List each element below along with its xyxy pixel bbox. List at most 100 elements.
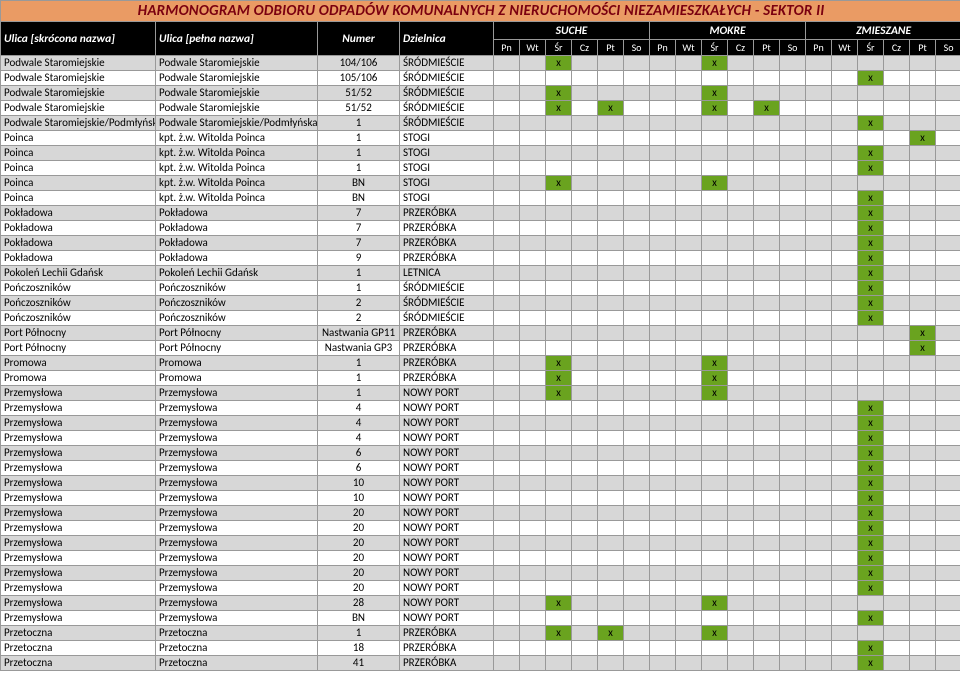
cell-day [676, 341, 702, 356]
cell-day [624, 251, 650, 266]
cell-day [832, 236, 858, 251]
cell-day [650, 341, 676, 356]
cell-day [702, 206, 728, 221]
cell-day [494, 521, 520, 536]
cell-day [806, 581, 832, 596]
cell-day [624, 551, 650, 566]
cell-district: ŚRÓDMIEŚCIE [400, 86, 494, 101]
cell-day [832, 431, 858, 446]
cell-day [884, 296, 910, 311]
cell-street-full: Podwale Staromiejskie [156, 71, 318, 86]
cell-day [572, 506, 598, 521]
cell-day [832, 131, 858, 146]
cell-street-short: Przemysłowa [1, 401, 156, 416]
cell-day [650, 566, 676, 581]
cell-day [754, 416, 780, 431]
cell-street-short: Pokładowa [1, 236, 156, 251]
cell-day: x [858, 566, 884, 581]
cell-day [598, 131, 624, 146]
cell-day [650, 386, 676, 401]
cell-day [546, 611, 572, 626]
cell-day [910, 101, 936, 116]
cell-day [806, 191, 832, 206]
cell-day [572, 176, 598, 191]
cell-day [494, 71, 520, 86]
cell-day [936, 551, 960, 566]
cell-day [676, 56, 702, 71]
cell-day [884, 506, 910, 521]
cell-street-short: Poinca [1, 176, 156, 191]
cell-district: NOWY PORT [400, 611, 494, 626]
cell-day [676, 551, 702, 566]
cell-day [598, 251, 624, 266]
cell-day: x [702, 596, 728, 611]
cell-day [650, 281, 676, 296]
cell-day [832, 641, 858, 656]
table-row: PrzetocznaPrzetoczna41PRZERÓBKAx [1, 656, 960, 671]
cell-day [572, 161, 598, 176]
cell-day [676, 431, 702, 446]
cell-street-short: Przemysłowa [1, 476, 156, 491]
cell-day [910, 221, 936, 236]
table-row: Poincakpt. ż.w. Witolda Poinca1STOGIx [1, 131, 960, 146]
cell-street-full: Podwale Staromiejskie [156, 101, 318, 116]
cell-day [754, 221, 780, 236]
cell-day: x [858, 611, 884, 626]
table-row: Pokoleń Lechii GdańskPokoleń Lechii Gdań… [1, 266, 960, 281]
cell-day [702, 326, 728, 341]
cell-day [676, 86, 702, 101]
cell-street-short: Przemysłowa [1, 521, 156, 536]
cell-day [676, 446, 702, 461]
cell-day: x [858, 446, 884, 461]
cell-day [572, 566, 598, 581]
cell-day [624, 326, 650, 341]
cell-day [936, 161, 960, 176]
cell-day [598, 656, 624, 671]
cell-day [910, 566, 936, 581]
cell-number: 1 [318, 131, 400, 146]
cell-day [910, 431, 936, 446]
cell-day [884, 311, 910, 326]
cell-day [780, 596, 806, 611]
cell-day [910, 401, 936, 416]
cell-day [806, 71, 832, 86]
cell-day [806, 641, 832, 656]
cell-day: x [858, 491, 884, 506]
cell-day [780, 281, 806, 296]
cell-number: 20 [318, 566, 400, 581]
cell-day [832, 266, 858, 281]
table-row: PrzemysłowaPrzemysłowa20NOWY PORTx [1, 581, 960, 596]
col-group-suche: SUCHE [494, 22, 650, 40]
cell-day [936, 431, 960, 446]
cell-day [650, 161, 676, 176]
cell-day [520, 461, 546, 476]
cell-day [598, 416, 624, 431]
cell-day [494, 371, 520, 386]
cell-day [728, 266, 754, 281]
cell-day [624, 656, 650, 671]
cell-day [936, 146, 960, 161]
cell-day [494, 596, 520, 611]
cell-day [598, 356, 624, 371]
cell-number: 1 [318, 386, 400, 401]
cell-day [650, 581, 676, 596]
cell-district: PRZERÓBKA [400, 221, 494, 236]
cell-street-full: Przemysłowa [156, 536, 318, 551]
cell-street-full: Przemysłowa [156, 566, 318, 581]
cell-day [936, 86, 960, 101]
cell-day [884, 551, 910, 566]
cell-day [728, 146, 754, 161]
cell-day [494, 101, 520, 116]
cell-day [728, 311, 754, 326]
cell-day [520, 281, 546, 296]
cell-district: NOWY PORT [400, 431, 494, 446]
cell-day [910, 266, 936, 281]
cell-day [806, 446, 832, 461]
cell-number: 20 [318, 521, 400, 536]
cell-day [702, 71, 728, 86]
cell-day [702, 311, 728, 326]
cell-day [520, 401, 546, 416]
cell-day [910, 56, 936, 71]
cell-number: 6 [318, 461, 400, 476]
cell-day [806, 551, 832, 566]
